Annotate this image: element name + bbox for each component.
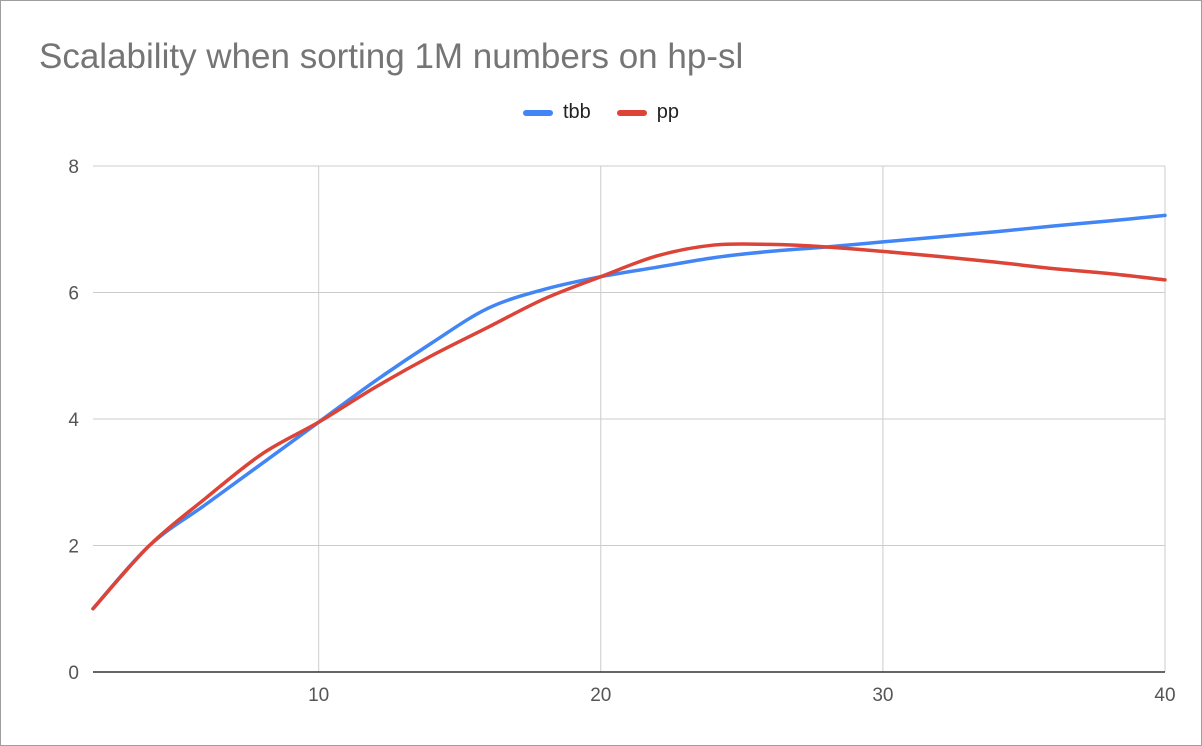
- y-tick-label-2: 2: [68, 537, 79, 558]
- x-tick-label-10: 10: [308, 685, 329, 706]
- x-tick-label-30: 30: [872, 685, 893, 706]
- legend-label-tbb: tbb: [562, 101, 591, 123]
- chart-title: Scalability when sorting 1M numbers on h…: [39, 37, 744, 76]
- legend-swatch-pp: [616, 109, 647, 116]
- x-tick-label-20: 20: [590, 685, 611, 706]
- y-tick-label-8: 8: [68, 157, 79, 178]
- legend-label-pp: pp: [656, 101, 680, 123]
- legend: tbb pp: [1, 101, 1201, 124]
- series-line-pp: [91, 242, 1167, 611]
- legend-item-tbb: tbb: [522, 101, 591, 124]
- legend-swatch-tbb: [522, 109, 553, 116]
- y-tick-label-6: 6: [68, 284, 79, 305]
- y-tick-label-4: 4: [68, 410, 79, 431]
- legend-item-pp: pp: [616, 101, 680, 124]
- x-tick-label-40: 40: [1154, 685, 1175, 706]
- y-tick-label-0: 0: [68, 663, 79, 684]
- series-line-tbb: [91, 213, 1167, 611]
